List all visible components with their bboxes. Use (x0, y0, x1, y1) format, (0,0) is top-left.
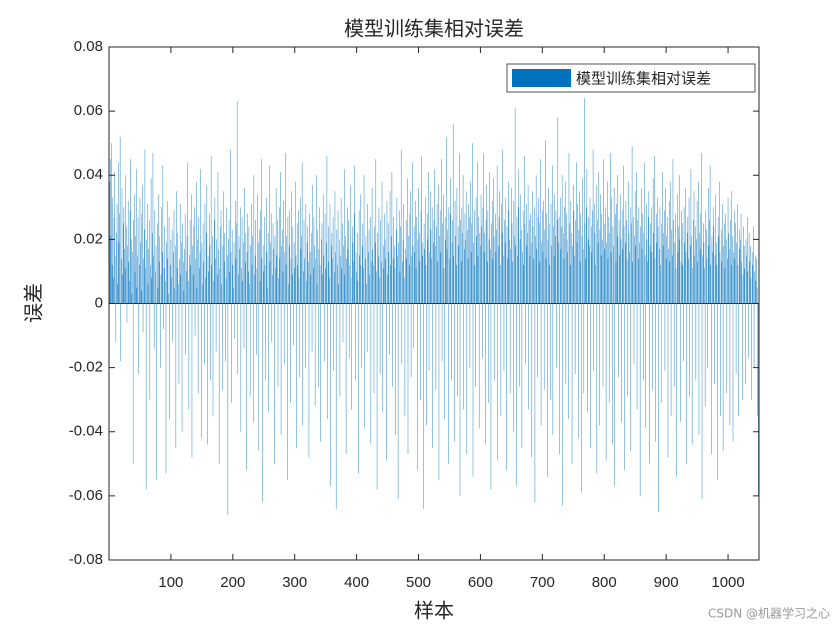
x-tick-label: 500 (406, 574, 431, 591)
y-tick-label: -0.08 (69, 551, 103, 568)
y-tick-label: -0.04 (69, 423, 103, 440)
x-tick-label: 800 (592, 574, 617, 591)
axes: -0.08 -0.06 -0.04 -0.02 0 0.02 0.04 0.06 0.08 100… (69, 38, 760, 591)
y-tick-label: 0.06 (74, 102, 103, 119)
y-tick-label: 0.02 (74, 230, 103, 247)
x-tick-label: 700 (530, 574, 555, 591)
x-tick-label: 1000 (711, 574, 744, 591)
x-axis-label: 样本 (414, 599, 454, 623)
bars (109, 98, 760, 516)
axes-box (108, 46, 760, 561)
legend: 模型训练集相对误差 (506, 63, 756, 93)
y-tick-label: 0.04 (74, 166, 103, 183)
chart-title: 模型训练集相对误差 (344, 17, 524, 41)
x-tick-label: 200 (220, 574, 245, 591)
x-tick-label: 300 (282, 574, 307, 591)
y-tick-label: 0.08 (74, 38, 103, 55)
x-tick-label: 100 (158, 574, 183, 591)
y-tick-label: -0.02 (69, 359, 103, 376)
x-tick-label: 400 (344, 574, 369, 591)
watermark: CSDN @机器学习之心 (708, 606, 830, 621)
y-tick-label: -0.06 (69, 487, 103, 504)
y-axis-label: 误差 (22, 283, 46, 323)
y-tick-label: 0 (95, 294, 103, 311)
x-tick-label: 900 (654, 574, 679, 591)
legend-swatch (512, 69, 571, 87)
x-tick-label: 600 (468, 574, 493, 591)
legend-label: 模型训练集相对误差 (576, 70, 711, 88)
